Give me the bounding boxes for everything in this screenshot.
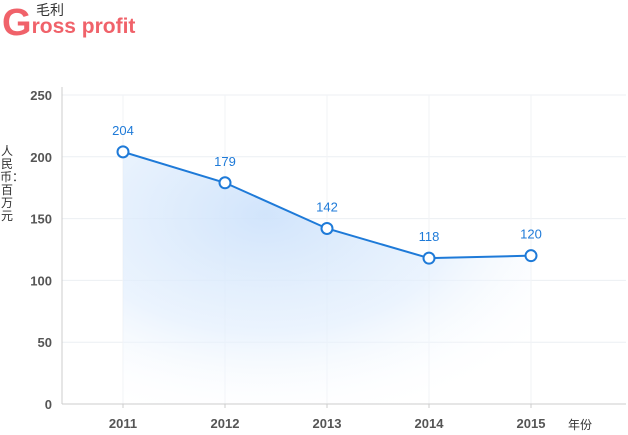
data-point-2012[interactable]: [218, 176, 232, 190]
chart-title-chinese: 毛利: [36, 3, 64, 19]
data-label-2015: 120: [520, 227, 542, 242]
x-tick-label-2014: 2014: [415, 416, 445, 431]
chart-title-english: Gross profit: [2, 4, 135, 42]
y-tick-label-250: 250: [30, 88, 52, 103]
data-label-2014: 118: [419, 229, 440, 244]
data-point-2015[interactable]: [524, 249, 538, 263]
area-fill: [123, 151, 531, 404]
series-area: [123, 151, 531, 404]
x-tick-label-2015: 2015: [517, 416, 546, 431]
axes: 0 50 100 150 200 250 2011 2012 2013 2014 2015: [30, 87, 626, 431]
data-point-2011[interactable]: [116, 145, 130, 159]
data-label-2013: 142: [316, 199, 338, 214]
y-tick-label-200: 200: [30, 150, 52, 165]
chart-title-initial: G: [2, 2, 32, 44]
chart-title-rest: ross profit: [31, 15, 136, 38]
x-axis-label: 年份: [568, 418, 593, 432]
data-labels: 204 179 142 118 120: [112, 123, 542, 244]
data-label-2011: 204: [112, 123, 134, 138]
y-tick-label-150: 150: [30, 212, 52, 227]
data-label-2012: 179: [214, 154, 236, 169]
x-tick-label-2012: 2012: [211, 416, 240, 431]
x-tick-label-2013: 2013: [313, 416, 342, 431]
y-tick-label-0: 0: [45, 397, 52, 412]
data-points: [116, 145, 538, 265]
data-point-2014[interactable]: [422, 251, 436, 265]
chart-title: 毛利 Gross profit: [2, 0, 202, 42]
data-point-2013[interactable]: [320, 221, 334, 235]
y-tick-label-100: 100: [30, 273, 52, 288]
y-tick-label-50: 50: [38, 335, 52, 350]
x-tick-label-2011: 2011: [109, 416, 137, 431]
